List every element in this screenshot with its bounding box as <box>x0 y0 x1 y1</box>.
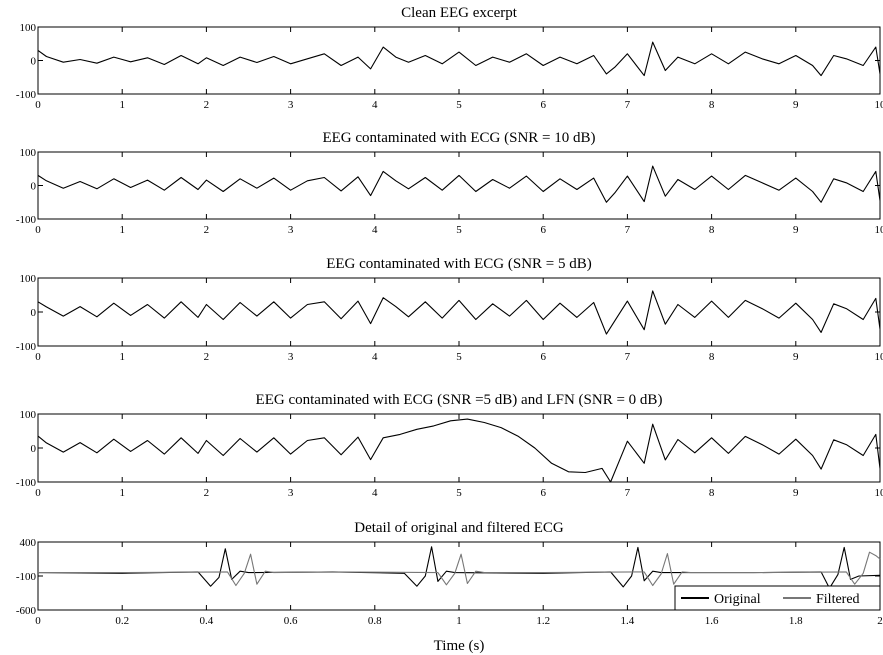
y-tick-label: -600 <box>16 605 37 617</box>
series-line-filtered <box>38 551 881 587</box>
x-tick-label: 2 <box>204 487 210 499</box>
x-tick-label: 6 <box>540 487 546 499</box>
panel-title: Detail of original and filtered ECG <box>354 520 564 536</box>
panel-eeg-ecg-5db: EEG contaminated with ECG (SNR = 5 dB) 0… <box>16 256 883 363</box>
x-tick-label: 0 <box>35 351 41 363</box>
panel-title: Clean EEG excerpt <box>401 5 518 21</box>
y-tick-label: 0 <box>31 181 37 193</box>
x-tick-label: 1.2 <box>536 615 550 627</box>
x-tick-label: 1.8 <box>789 615 803 627</box>
x-tick-label: 8 <box>709 224 715 236</box>
series-line-original <box>37 546 881 589</box>
x-tick-label: 4 <box>372 487 378 499</box>
x-tick-label: 0 <box>35 487 41 499</box>
y-tick-label: 400 <box>20 537 37 549</box>
x-tick-label: 3 <box>288 351 294 363</box>
x-tick-label: 1 <box>119 99 125 111</box>
plot-frame <box>37 26 881 95</box>
x-tick-label: 9 <box>793 99 799 111</box>
x-tick-label: 3 <box>288 487 294 499</box>
x-tick-label: 6 <box>540 224 546 236</box>
x-tick-label: 10 <box>875 224 883 236</box>
x-tick-label: 2 <box>204 351 210 363</box>
y-tick-label: 100 <box>20 273 37 285</box>
x-tick-label: 1 <box>119 351 125 363</box>
x-tick-label: 5 <box>456 351 462 363</box>
x-tick-label: 10 <box>875 351 883 363</box>
y-tick-label: -100 <box>16 214 37 226</box>
y-tick-label: -100 <box>16 477 37 489</box>
x-tick-label: 4 <box>372 351 378 363</box>
x-tick-label: 7 <box>625 224 631 236</box>
y-tick-label: -100 <box>16 571 37 583</box>
y-tick-label: 0 <box>31 56 37 68</box>
y-tick-label: 0 <box>31 443 37 455</box>
y-tick-label: 100 <box>20 409 37 421</box>
x-tick-label: 0.4 <box>200 615 214 627</box>
panel-title: EEG contaminated with ECG (SNR = 5 dB) <box>326 256 592 272</box>
x-tick-label: 1 <box>119 224 125 236</box>
x-tick-label: 3 <box>288 224 294 236</box>
x-tick-label: 7 <box>625 99 631 111</box>
panel-eeg-ecg-lfn: EEG contaminated with ECG (SNR =5 dB) an… <box>16 392 883 499</box>
y-tick-label: 100 <box>20 22 37 34</box>
x-tick-label: 8 <box>709 99 715 111</box>
series-line <box>37 418 881 483</box>
x-tick-label: 7 <box>625 351 631 363</box>
x-tick-label: 9 <box>793 224 799 236</box>
x-tick-label: 2 <box>204 224 210 236</box>
x-tick-label: 9 <box>793 351 799 363</box>
x-tick-label: 8 <box>709 351 715 363</box>
series-line <box>37 165 881 203</box>
x-tick-label: 1 <box>119 487 125 499</box>
y-tick-label: 100 <box>20 147 37 159</box>
x-tick-label: 6 <box>540 99 546 111</box>
y-tick-label: 0 <box>31 307 37 319</box>
x-tick-label: 5 <box>456 487 462 499</box>
x-tick-label: 4 <box>372 99 378 111</box>
x-tick-label: 7 <box>625 487 631 499</box>
x-tick-label: 10 <box>875 99 883 111</box>
panel-ecg-detail: Detail of original and filtered ECG Time… <box>16 520 883 654</box>
plot-frame <box>37 277 881 347</box>
x-tick-label: 1 <box>456 615 462 627</box>
panel-title: EEG contaminated with ECG (SNR = 10 dB) <box>322 130 595 146</box>
x-tick-label: 3 <box>288 99 294 111</box>
panel-eeg-ecg-10db: EEG contaminated with ECG (SNR = 10 dB) … <box>16 130 883 236</box>
x-tick-label: 1.4 <box>621 615 635 627</box>
x-tick-label: 2 <box>877 615 883 627</box>
x-axis-label: Time (s) <box>434 638 485 654</box>
plot-frame <box>37 413 881 483</box>
x-tick-label: 1.6 <box>705 615 719 627</box>
series-line <box>37 290 881 335</box>
x-tick-label: 5 <box>456 224 462 236</box>
x-tick-label: 0.2 <box>115 615 129 627</box>
x-tick-label: 0 <box>35 99 41 111</box>
x-tick-label: 2 <box>204 99 210 111</box>
panel-title: EEG contaminated with ECG (SNR =5 dB) an… <box>256 392 663 408</box>
y-tick-label: -100 <box>16 341 37 353</box>
x-tick-label: 6 <box>540 351 546 363</box>
x-tick-label: 8 <box>709 487 715 499</box>
x-tick-label: 4 <box>372 224 378 236</box>
y-tick-label: -100 <box>16 89 37 101</box>
legend-box <box>674 585 881 611</box>
x-tick-label: 10 <box>875 487 883 499</box>
legend-label-original: Original <box>714 592 761 607</box>
plot-frame <box>37 151 881 220</box>
series-line <box>37 41 881 77</box>
x-tick-label: 0.6 <box>284 615 298 627</box>
legend-label-filtered: Filtered <box>816 592 860 607</box>
x-tick-label: 0 <box>35 224 41 236</box>
x-tick-label: 5 <box>456 99 462 111</box>
x-tick-label: 0.8 <box>368 615 382 627</box>
x-tick-label: 0 <box>35 615 41 627</box>
x-tick-label: 9 <box>793 487 799 499</box>
